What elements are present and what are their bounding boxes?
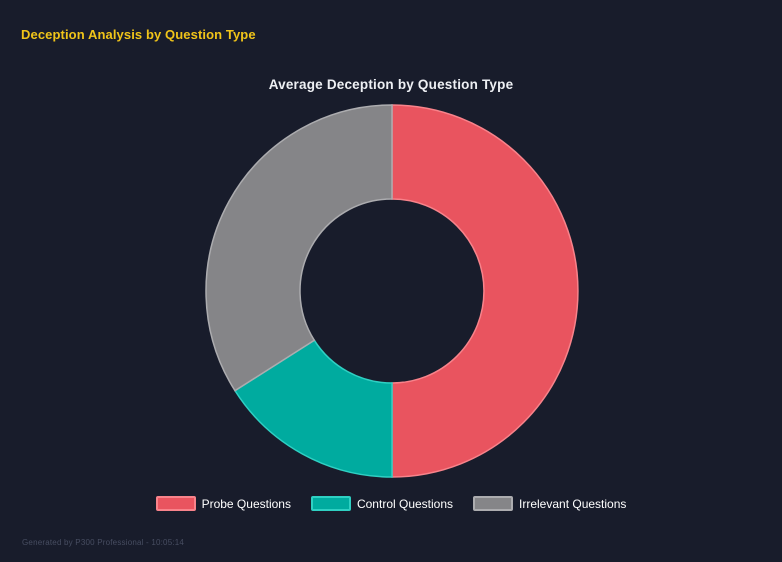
legend-label: Probe Questions: [201, 496, 291, 511]
donut-chart[interactable]: [192, 91, 592, 491]
segment-probe-questions[interactable]: [391, 104, 579, 478]
legend-swatch-probe: [155, 496, 196, 511]
page-title: Deception Analysis by Question Type: [21, 27, 256, 42]
segment-control-questions[interactable]: [233, 339, 393, 478]
legend-item-control-questions[interactable]: Control Questions: [310, 496, 454, 511]
chart-legend: Probe Questions Control Questions Irrele…: [0, 496, 782, 511]
legend-label: Control Questions: [356, 496, 454, 511]
legend-label: Irrelevant Questions: [519, 496, 627, 511]
legend-item-irrelevant-questions[interactable]: Irrelevant Questions: [473, 496, 626, 511]
chart-title: Average Deception by Question Type: [268, 77, 514, 92]
segment-irrelevant-questions[interactable]: [205, 104, 393, 392]
legend-swatch-irrelevant: [473, 496, 514, 511]
legend-swatch-control: [310, 496, 351, 511]
legend-item-probe-questions[interactable]: Probe Questions: [155, 496, 291, 511]
footer-note: Generated by P300 Professional - 10:05:1…: [22, 538, 185, 547]
